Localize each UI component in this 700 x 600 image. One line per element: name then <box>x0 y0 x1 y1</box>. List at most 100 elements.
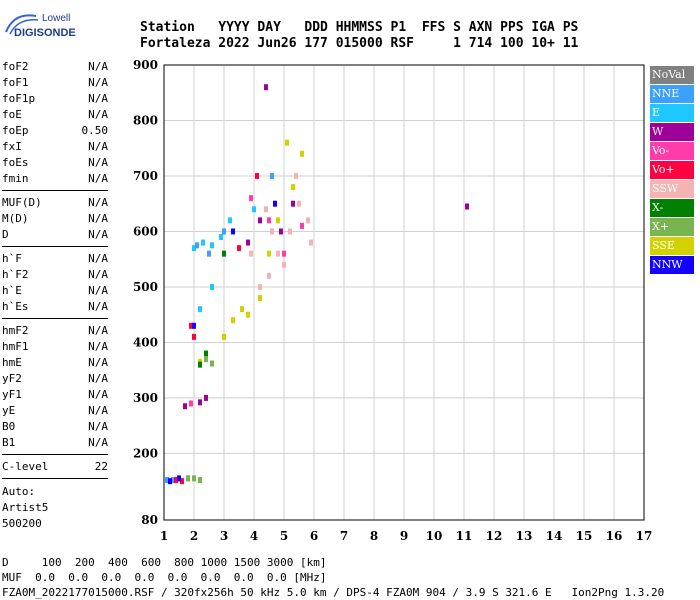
data-point-x- <box>198 477 202 484</box>
param-value: N/A <box>88 76 108 89</box>
param-name: D <box>2 228 9 241</box>
param-value: N/A <box>88 156 108 169</box>
muf-row: MUF 0.0 0.0 0.0 0.0 0.0 0.0 0.0 0.0 [MHz… <box>2 571 327 584</box>
data-point-nnw <box>168 478 172 485</box>
y-tick-label: 400 <box>133 335 158 349</box>
param-row: B1 N/A <box>2 435 108 451</box>
header-label-cell: HHMMSS <box>335 20 391 35</box>
legend-item-nnw: NNW <box>650 256 694 274</box>
data-point-w <box>465 203 469 210</box>
legend-item-x-: X+ <box>650 218 694 236</box>
header-value-cell: Fortaleza <box>140 36 219 51</box>
data-point-nnw <box>273 200 277 207</box>
param-value: N/A <box>88 284 108 297</box>
data-point-x- <box>222 250 226 257</box>
legend-item-nne: NNE <box>650 85 694 103</box>
plot-frame <box>163 64 645 521</box>
data-point-vo- <box>300 222 304 229</box>
data-point-sse <box>246 311 250 318</box>
param-value: 0.50 <box>81 124 109 137</box>
x-tick-label: 11 <box>456 529 473 543</box>
param-row: foF1p N/A <box>2 91 108 107</box>
y-tick-label: 200 <box>133 446 158 460</box>
data-point-sse <box>291 184 295 191</box>
header-value-cell: Jun26 <box>257 36 305 51</box>
header-value-cell: 177 <box>304 36 336 51</box>
data-point-e <box>219 234 223 241</box>
param-name: foF1 <box>2 76 29 89</box>
param-name: foF1p <box>2 92 36 105</box>
station-header: Station YYYY DAY DDD HHMMSS P1 FFS S AXN… <box>140 20 586 52</box>
x-tick-label: 13 <box>516 529 533 543</box>
param-name: fxI <box>2 140 22 153</box>
data-point-ssw <box>306 217 310 224</box>
param-row: M(D) N/A <box>2 211 108 227</box>
x-tick-label: 1 <box>160 529 168 543</box>
param-divider <box>2 478 108 479</box>
data-point-ssw <box>288 228 292 235</box>
param-value: N/A <box>88 92 108 105</box>
data-point-sse <box>267 250 271 257</box>
logo-line2: DIGISONDE <box>14 27 76 39</box>
data-point-nne <box>195 242 199 249</box>
header-label-cell: IGA <box>531 20 563 35</box>
x-tick-label: 17 <box>636 529 653 543</box>
param-name: fmin <box>2 172 29 185</box>
data-point-vo- <box>255 172 259 179</box>
y-tick-label: 800 <box>133 113 158 127</box>
data-point-sse <box>258 295 262 302</box>
param-value: N/A <box>88 388 108 401</box>
param-value: N/A <box>88 356 108 369</box>
header-value-cell: 11 <box>562 36 587 51</box>
param-name: h`F2 <box>2 268 29 281</box>
data-point-ssw <box>267 272 271 279</box>
legend-item-vo-: Vo- <box>650 142 694 160</box>
param-row: foEs N/A <box>2 155 108 171</box>
header-label-cell: P1 <box>390 20 422 35</box>
header-label-cell: DAY <box>257 20 305 35</box>
data-point-w <box>291 200 295 207</box>
data-point-sse <box>240 306 244 313</box>
param-value: N/A <box>88 324 108 337</box>
param-row: foEp 0.50 <box>2 123 108 139</box>
param-row: yF1 N/A <box>2 387 108 403</box>
header-label-cell: Station <box>140 20 219 35</box>
x-tick-label: 10 <box>426 529 443 543</box>
header-value-cell: 2022 <box>218 36 258 51</box>
logo-line1: Lowell <box>42 13 70 24</box>
param-row: MUF(D) N/A <box>2 195 108 211</box>
data-point-vo- <box>180 478 184 485</box>
param-name: B1 <box>2 436 16 449</box>
param-row: h`E N/A <box>2 283 108 299</box>
param-value: 22 <box>94 460 108 473</box>
data-point-nne <box>222 228 226 235</box>
param-value: N/A <box>88 300 108 313</box>
header-value-cell: 100 <box>500 36 532 51</box>
auto-label: Auto: <box>2 485 36 498</box>
data-point-sse <box>285 139 289 146</box>
data-point-w <box>198 399 202 406</box>
data-point-sse <box>276 217 280 224</box>
param-value: N/A <box>88 252 108 265</box>
param-name: foE <box>2 108 22 121</box>
param-divider <box>2 318 108 319</box>
param-row: foF2 N/A <box>2 59 108 75</box>
data-point-vo- <box>174 477 178 484</box>
x-tick-label: 14 <box>546 529 563 543</box>
data-point-x- <box>198 361 202 368</box>
param-value: N/A <box>88 340 108 353</box>
x-tick-label: 9 <box>400 529 408 543</box>
data-point-w <box>258 217 262 224</box>
param-value: N/A <box>88 372 108 385</box>
data-point-ssw <box>264 206 268 213</box>
param-value: N/A <box>88 212 108 225</box>
header-label-cell: S <box>453 20 469 35</box>
param-row: C-level 22 <box>2 459 108 475</box>
data-point-e <box>201 239 205 246</box>
param-name: yE <box>2 404 16 417</box>
param-value: N/A <box>88 268 108 281</box>
param-value: N/A <box>88 228 108 241</box>
data-point-sse <box>231 317 235 324</box>
auto-software: Artist5 <box>2 501 49 514</box>
header-label-cell: PS <box>562 20 587 35</box>
